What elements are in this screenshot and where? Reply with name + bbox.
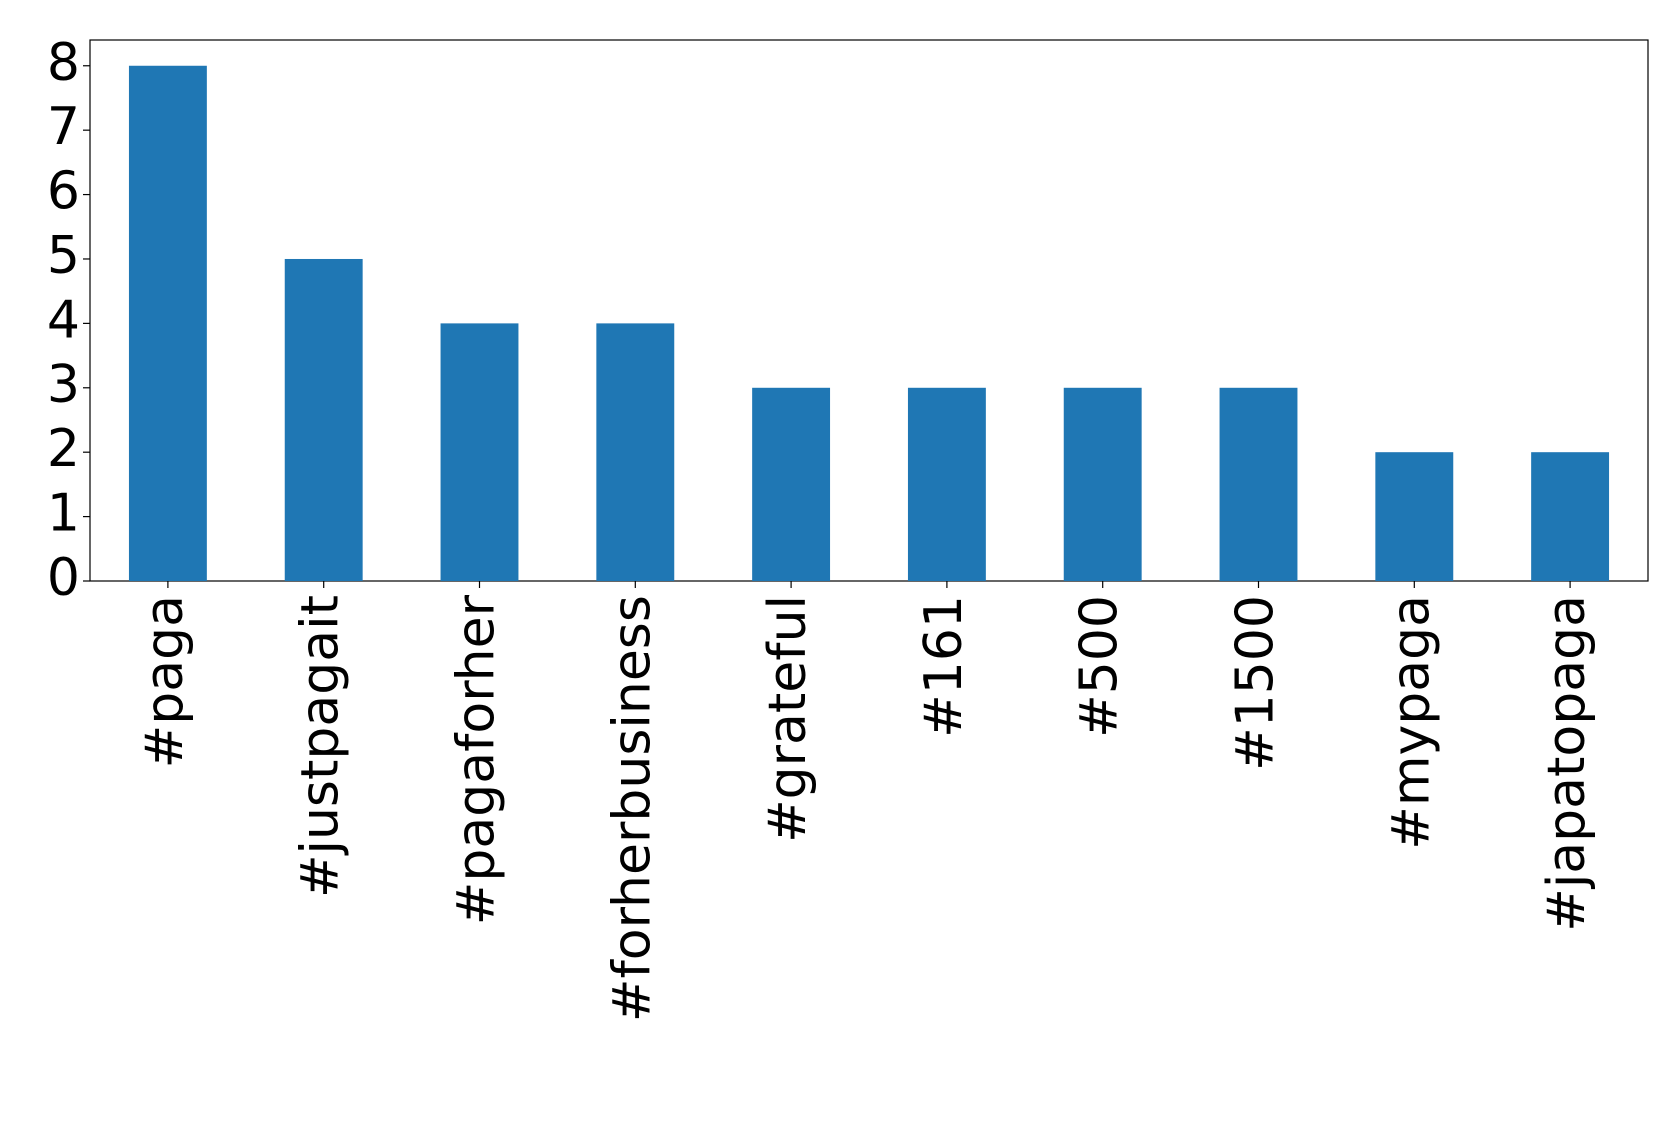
bar [1375,452,1454,581]
x-tick-label: #japatopaga [1537,595,1597,932]
y-tick-label: 7 [47,97,80,157]
x-tick-label: #paga [135,595,195,768]
bar [128,65,207,581]
plot-frame [89,39,1649,582]
bar [907,387,986,581]
bar [284,258,363,581]
bar [752,387,831,581]
y-tick-label: 4 [47,290,80,350]
x-tick-label: #161 [914,595,974,738]
x-tick-label: #grateful [758,595,818,843]
bar [1063,387,1142,581]
y-tick-label: 8 [47,33,80,93]
bar [596,323,675,581]
y-tick-label: 6 [47,162,80,222]
x-tick-label: #mypaga [1381,595,1441,850]
bar [1219,387,1298,581]
x-tick-label: #1500 [1226,595,1286,771]
x-tick-label: #500 [1070,595,1130,738]
y-tick-label: 5 [47,226,80,286]
x-tick-label: #pagaforher [447,594,507,925]
y-tick-label: 1 [47,484,80,544]
y-tick-label: 0 [47,548,80,608]
bar [440,323,519,581]
x-tick-label: #justpagait [291,595,351,898]
y-tick-label: 3 [47,355,80,415]
bar [1531,452,1610,581]
x-tick-label: #forherbusiness [602,595,662,1022]
y-tick-label: 2 [47,419,80,479]
